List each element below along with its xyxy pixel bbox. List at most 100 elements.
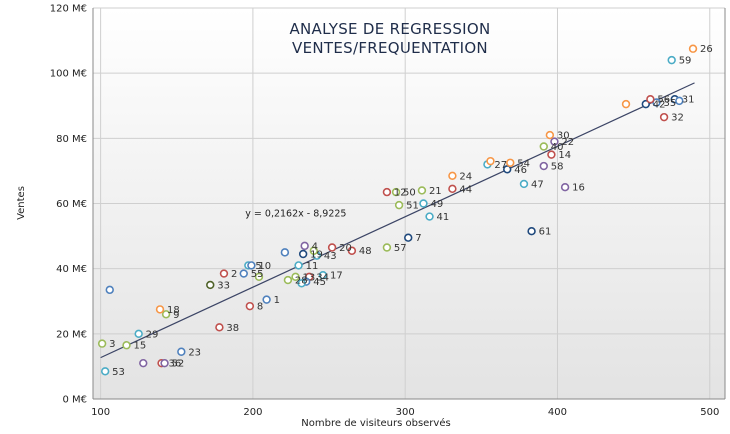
data-point-highlight xyxy=(161,360,168,366)
data-point xyxy=(652,98,661,107)
data-point-highlight xyxy=(99,341,105,347)
data-point-highlight xyxy=(669,57,675,63)
data-point xyxy=(641,99,651,109)
data-point-highlight xyxy=(292,274,299,280)
data-point-highlight xyxy=(676,98,682,104)
data-point xyxy=(297,279,306,288)
data-point-highlight xyxy=(241,270,247,277)
data-point xyxy=(298,249,308,259)
data-point-label: 10 xyxy=(258,261,271,272)
data-point xyxy=(247,261,256,270)
data-point-highlight xyxy=(256,274,262,280)
data-point-highlight xyxy=(157,306,163,312)
data-point xyxy=(417,186,427,195)
data-point-highlight xyxy=(140,360,146,366)
data-point-label: 3 xyxy=(109,339,115,350)
data-point-label: 50 xyxy=(403,188,416,199)
data-point-highlight xyxy=(320,272,326,278)
data-point-label: 8 xyxy=(257,302,263,313)
x-axis-label: Nombre de visiteurs observés xyxy=(301,417,450,429)
data-point xyxy=(160,358,169,368)
data-point xyxy=(382,187,392,197)
data-point-highlight xyxy=(247,303,253,309)
chart-title-line-1: ANALYSE DE REGRESSION xyxy=(289,20,490,38)
data-point-highlight xyxy=(107,287,113,293)
data-point-label: 4 xyxy=(312,241,318,252)
data-point-highlight xyxy=(420,200,427,207)
data-point xyxy=(161,310,171,319)
data-point xyxy=(448,184,457,194)
gridlines xyxy=(93,7,725,400)
data-point-label: 55 xyxy=(251,269,264,280)
data-point-label: 40 xyxy=(551,142,564,153)
data-point-label: 12 xyxy=(394,188,407,199)
data-point-highlight xyxy=(178,349,184,355)
data-point-label: 1 xyxy=(274,295,280,306)
data-point-label: 24 xyxy=(459,171,472,182)
data-point xyxy=(448,171,457,181)
data-point xyxy=(425,212,434,221)
y-axis-label: Ventes xyxy=(16,186,27,220)
data-point-label: 15 xyxy=(134,341,147,352)
data-point-highlight xyxy=(653,99,660,106)
data-point-highlight xyxy=(541,163,547,169)
data-point-highlight xyxy=(551,138,558,145)
data-point-label: 54 xyxy=(517,158,530,169)
data-point xyxy=(519,179,529,189)
data-point xyxy=(486,156,495,166)
data-point xyxy=(503,165,512,174)
data-point-highlight xyxy=(521,181,527,187)
x-tick-label: 200 xyxy=(243,407,262,418)
x-tick-label: 400 xyxy=(548,407,567,418)
data-point-label: 2 xyxy=(231,269,237,280)
data-point-label: 34 xyxy=(316,272,329,283)
data-point xyxy=(177,347,186,356)
data-point xyxy=(139,358,148,368)
data-point-highlight xyxy=(623,101,629,107)
data-point-highlight xyxy=(123,342,130,348)
data-point-label: 14 xyxy=(558,150,571,161)
data-point-label: 47 xyxy=(531,179,544,190)
data-point xyxy=(688,44,698,53)
data-point xyxy=(280,248,290,257)
trendline xyxy=(100,82,695,359)
data-point-label: 5 xyxy=(255,261,261,272)
y-tick-label: 60 M€ xyxy=(56,199,87,210)
y-tick-label: 0 M€ xyxy=(62,395,87,406)
data-point xyxy=(659,112,669,122)
data-point xyxy=(254,272,264,282)
data-point-label: 51 xyxy=(406,201,419,212)
data-point xyxy=(283,275,293,285)
data-point-label: 49 xyxy=(430,199,443,210)
data-point-highlight xyxy=(300,251,306,257)
data-point-highlight xyxy=(562,184,568,190)
data-point-label: 35 xyxy=(663,98,676,109)
data-point-highlight xyxy=(282,249,288,255)
y-tick-label: 100 M€ xyxy=(50,69,87,80)
data-point xyxy=(215,323,224,332)
data-point xyxy=(134,329,143,339)
data-point-label: 28 xyxy=(295,276,308,287)
trendline-equation: y = 0,2162x - 8,9225 xyxy=(245,209,346,220)
data-point-label: 20 xyxy=(339,243,352,254)
data-point-highlight xyxy=(528,228,535,234)
data-point-label: 29 xyxy=(146,329,159,340)
data-point-label: 38 xyxy=(226,323,239,334)
data-point xyxy=(206,280,215,290)
data-point-highlight xyxy=(548,152,554,158)
data-point-highlight xyxy=(299,280,305,286)
data-point-label: 52 xyxy=(172,359,185,370)
data-point-highlight xyxy=(216,324,222,330)
data-point xyxy=(550,137,559,146)
data-point xyxy=(347,246,357,255)
data-point-highlight xyxy=(647,96,653,102)
data-point xyxy=(527,226,536,236)
data-point xyxy=(539,161,548,171)
data-point xyxy=(419,199,428,208)
data-point-highlight xyxy=(302,243,308,249)
data-point-label: 32 xyxy=(671,113,684,124)
data-point-label: 53 xyxy=(112,367,125,378)
